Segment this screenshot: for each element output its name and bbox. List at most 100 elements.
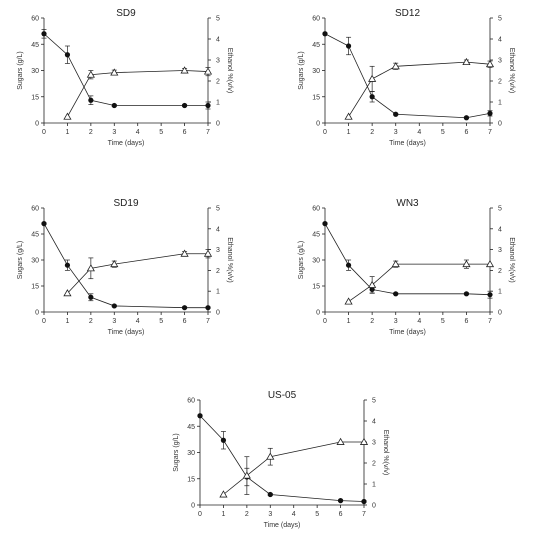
x-tick-label: 1 <box>347 129 351 136</box>
sugars-point <box>181 305 188 311</box>
y2-tick-label: 1 <box>498 100 502 107</box>
sugars-point <box>322 31 328 37</box>
sugars-line <box>324 223 491 296</box>
y-tick-label: 30 <box>312 258 320 265</box>
y2-tick-label: 0 <box>216 121 220 128</box>
y2-axis-label: Ethanol %(v/v) <box>508 237 515 283</box>
sugars-line <box>324 33 491 119</box>
sugars-point <box>111 102 117 109</box>
ethanol-point <box>485 59 495 68</box>
y-tick-label: 30 <box>187 450 195 457</box>
y2-tick-label: 4 <box>216 37 220 44</box>
x-axis-label: Time (days) <box>108 140 145 147</box>
y2-tick-label: 2 <box>372 461 376 468</box>
ethanol-point <box>266 452 275 460</box>
sugars-point <box>463 291 470 297</box>
y-tick-label: 60 <box>187 398 195 405</box>
x-tick-label: 2 <box>370 129 374 136</box>
sugars-point <box>64 52 71 58</box>
y-axis-label: Sugars (g/L) <box>298 241 305 280</box>
sugars-line <box>43 33 208 106</box>
y-tick-label: 30 <box>31 258 39 265</box>
y-tick-label: 0 <box>316 121 320 128</box>
sugars-point <box>369 94 375 100</box>
ethanol-point <box>63 289 72 297</box>
chart-title: SD19 <box>113 198 138 209</box>
sugars-point <box>487 110 493 116</box>
x-tick-label: 2 <box>89 129 93 136</box>
y-tick-label: 60 <box>312 16 320 23</box>
ethanol-point <box>359 437 369 445</box>
y-tick-label: 30 <box>312 68 320 75</box>
y2-axis-label: Ethanol %(v/v) <box>382 430 389 476</box>
y-tick-label: 60 <box>31 206 39 213</box>
y2-tick-label: 3 <box>498 247 502 254</box>
x-tick-label: 6 <box>464 318 468 325</box>
x-tick-label: 0 <box>323 318 327 325</box>
sugars-point <box>88 97 94 103</box>
sugars-point <box>322 221 328 227</box>
x-tick-label: 0 <box>198 511 202 518</box>
x-axis-label: Time (days) <box>389 140 426 147</box>
ethanol-point <box>336 437 345 445</box>
sugars-point <box>345 262 352 268</box>
ethanol-line <box>348 61 491 117</box>
sugars-point <box>197 413 203 419</box>
y-tick-label: 15 <box>31 94 39 101</box>
x-axis-label: Time (days) <box>264 522 301 529</box>
sugars-line <box>43 223 208 309</box>
y2-tick-label: 5 <box>372 398 376 405</box>
x-axis-label: Time (days) <box>108 329 145 336</box>
y-tick-label: 30 <box>31 68 39 75</box>
y2-axis-label: Ethanol %(v/v) <box>226 237 233 283</box>
y-axis-label: Sugars (g/L) <box>173 433 180 472</box>
y-tick-label: 45 <box>31 42 39 49</box>
y-tick-label: 60 <box>312 206 320 213</box>
y-tick-label: 15 <box>31 284 39 291</box>
sugars-point <box>41 221 47 227</box>
y-tick-label: 45 <box>187 424 195 431</box>
y-tick-label: 15 <box>312 94 320 101</box>
y2-tick-label: 3 <box>498 58 502 65</box>
y-tick-label: 0 <box>191 503 195 510</box>
y2-tick-label: 4 <box>498 226 502 233</box>
x-tick-label: 4 <box>136 318 140 325</box>
ethanol-line <box>348 263 490 302</box>
ethanol-point <box>63 112 72 120</box>
ethanol-line <box>67 253 208 294</box>
x-tick-label: 0 <box>42 129 46 136</box>
x-tick-label: 5 <box>159 318 163 325</box>
y2-tick-label: 1 <box>372 482 376 489</box>
ethanol-point <box>485 259 495 268</box>
y2-tick-label: 5 <box>498 16 502 23</box>
x-tick-label: 4 <box>136 129 140 136</box>
ethanol-point <box>391 62 400 70</box>
x-tick-label: 1 <box>65 129 69 136</box>
x-tick-label: 3 <box>268 511 272 518</box>
ethanol-point <box>86 264 95 272</box>
x-tick-label: 5 <box>159 129 163 136</box>
y2-tick-label: 5 <box>216 16 220 23</box>
x-tick-label: 3 <box>394 318 398 325</box>
y2-tick-label: 1 <box>216 100 220 107</box>
sugars-point <box>393 111 399 117</box>
sugars-point <box>64 262 71 268</box>
ethanol-point <box>242 471 251 479</box>
ethanol-point <box>180 249 189 257</box>
x-tick-label: 2 <box>89 318 93 325</box>
ethanol-point <box>203 67 213 75</box>
ethanol-point <box>368 74 377 82</box>
x-tick-label: 6 <box>339 511 343 518</box>
x-tick-label: 4 <box>417 318 421 325</box>
y2-tick-label: 4 <box>372 419 376 426</box>
sugars-point <box>205 305 211 311</box>
y2-axis-label: Ethanol %(v/v) <box>508 48 515 94</box>
y2-tick-label: 5 <box>498 206 502 213</box>
x-tick-label: 0 <box>323 129 327 136</box>
x-tick-label: 5 <box>441 129 445 136</box>
ethanol-point <box>203 249 213 257</box>
